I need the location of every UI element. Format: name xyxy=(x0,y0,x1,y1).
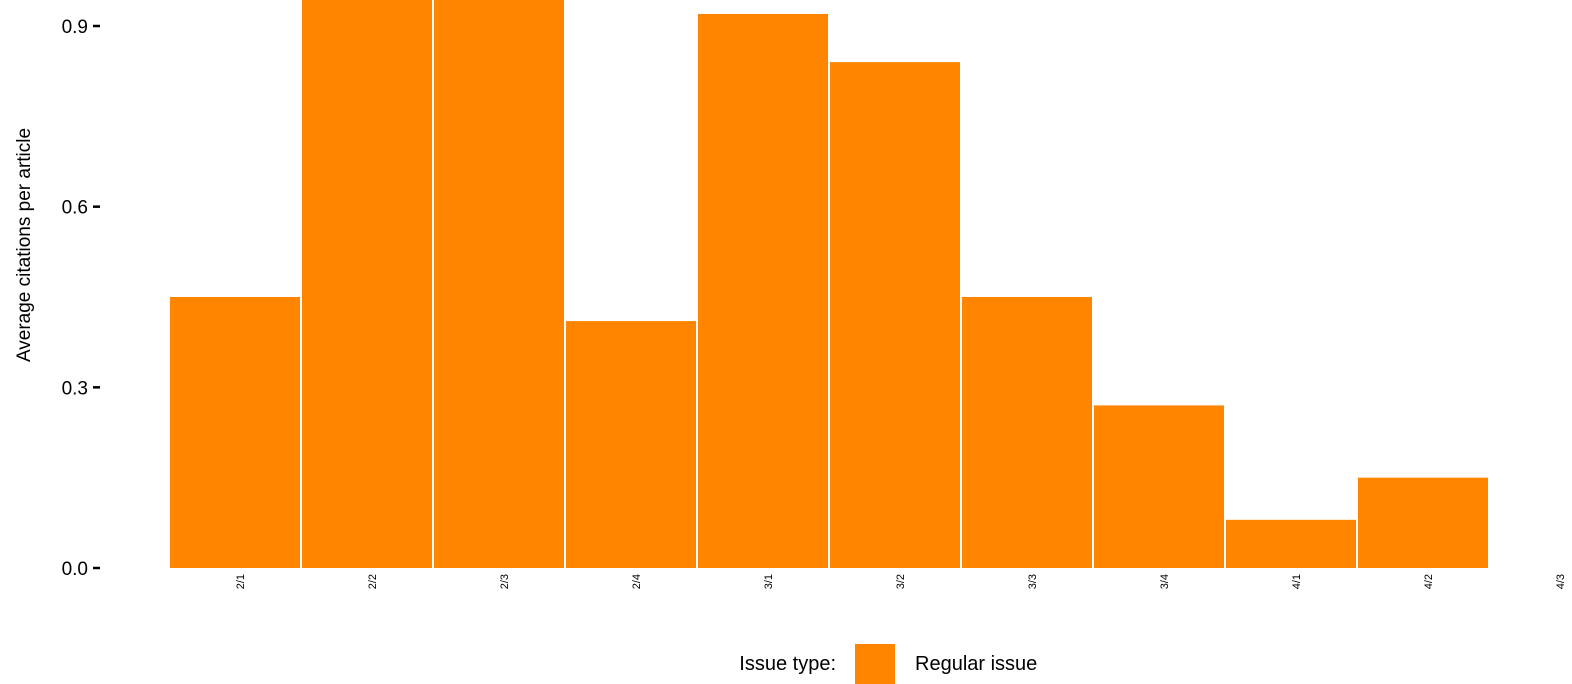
bar-2-3 xyxy=(434,0,564,568)
bar-4-1 xyxy=(1226,519,1356,568)
y-axis-title: Average citations per article xyxy=(14,128,35,362)
x-tick-label: 4/2 xyxy=(1423,574,1435,589)
bar-3-3 xyxy=(962,297,1092,568)
x-tick-label: 2/4 xyxy=(631,574,643,589)
legend-label-regular-issue: Regular issue xyxy=(915,653,1037,675)
x-tick-label: 4/3 xyxy=(1555,574,1567,589)
y-tick-label: 0.3 xyxy=(62,378,88,399)
bar-2-2 xyxy=(302,0,432,568)
legend-swatch xyxy=(855,644,895,684)
bar-3-4 xyxy=(1094,405,1224,568)
legend: Issue type: Regular issue xyxy=(739,644,1037,684)
bar-2-1 xyxy=(170,297,300,568)
x-axis: 2/1 2/2 2/3 2/4 3/1 3/2 3/3 3/4 4/1 4/2 4/3 xyxy=(235,574,1567,589)
y-tick-label: 0.0 xyxy=(62,559,88,580)
bar-3-2 xyxy=(830,62,960,569)
x-tick-label: 3/1 xyxy=(763,574,775,589)
bar-3-1 xyxy=(698,13,828,568)
legend-title: Issue type: xyxy=(739,653,836,675)
x-tick-label: 3/4 xyxy=(1159,574,1171,589)
bar-2-4 xyxy=(566,321,696,568)
y-axis: 0.0 0.3 0.6 0.9 xyxy=(62,17,100,580)
x-tick-label: 3/3 xyxy=(1027,574,1039,589)
x-tick-label: 2/2 xyxy=(367,574,379,589)
y-tick-label: 0.9 xyxy=(62,17,88,38)
x-tick-label: 4/1 xyxy=(1291,574,1303,589)
bars xyxy=(170,0,1488,569)
bar-4-2 xyxy=(1358,477,1488,568)
x-tick-label: 2/1 xyxy=(235,574,247,589)
x-tick-label: 2/3 xyxy=(499,574,511,589)
x-tick-label: 3/2 xyxy=(895,574,907,589)
y-tick-label: 0.6 xyxy=(62,198,88,219)
